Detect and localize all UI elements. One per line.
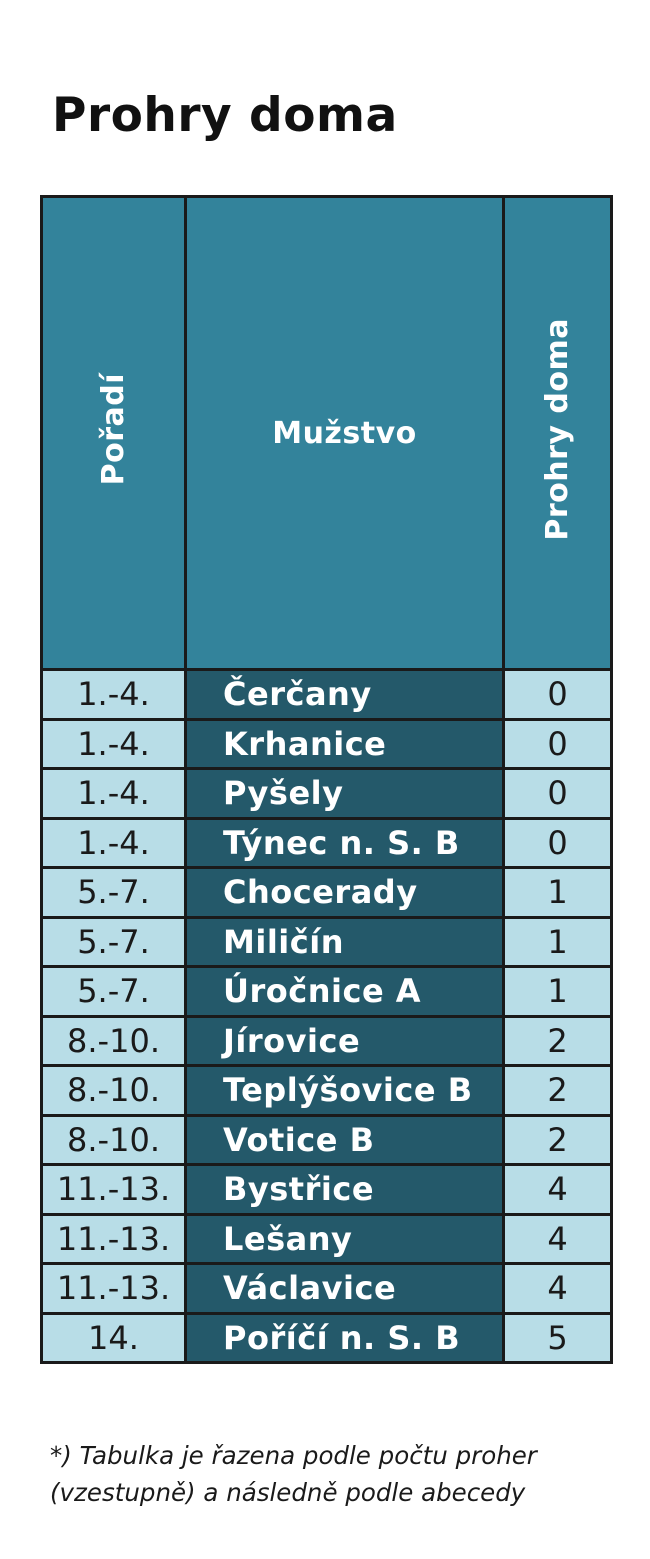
team-cell: Teplýšovice B — [184, 1064, 505, 1117]
column-header-losses-label: Prohry doma — [540, 317, 575, 541]
standings-table-container: Pořadí Mužstvo Prohry doma 1.-4. Čerčany 0… — [40, 195, 613, 1364]
team-cell: Chocerady — [184, 866, 505, 919]
column-header-rank-label: Pořadí — [96, 372, 131, 486]
footnote-line-1: *) Tabulka je řazena podle počtu proher — [50, 1441, 537, 1470]
team-cell: Čerčany — [184, 668, 505, 721]
team-cell: Poříčí n. S. B — [184, 1311, 505, 1364]
losses-cell: 0 — [502, 717, 613, 770]
rank-cell: 11.-13. — [40, 1212, 187, 1265]
team-cell: Václavice — [184, 1262, 505, 1315]
rank-cell: 8.-10. — [40, 1014, 187, 1067]
losses-cell: 1 — [502, 915, 613, 968]
rank-cell: 14. — [40, 1311, 187, 1364]
losses-cell: 4 — [502, 1163, 613, 1216]
rank-cell: 1.-4. — [40, 816, 187, 869]
team-cell: Pyšely — [184, 767, 505, 820]
rank-cell: 8.-10. — [40, 1064, 187, 1117]
rank-cell: 11.-13. — [40, 1163, 187, 1216]
losses-cell: 1 — [502, 866, 613, 919]
table-row: 5.-7. Chocerady 1 — [40, 866, 613, 919]
table-row: 1.-4. Čerčany 0 — [40, 668, 613, 721]
losses-cell: 0 — [502, 668, 613, 721]
table-row: 5.-7. Miličín 1 — [40, 915, 613, 968]
losses-cell: 2 — [502, 1113, 613, 1166]
losses-cell: 4 — [502, 1262, 613, 1315]
team-cell: Bystřice — [184, 1163, 505, 1216]
rank-cell: 5.-7. — [40, 915, 187, 968]
page-title: Prohry doma — [52, 88, 398, 143]
column-header-rank: Pořadí — [40, 195, 187, 671]
column-header-team-label: Mužstvo — [272, 415, 417, 451]
table-row: 11.-13. Václavice 4 — [40, 1262, 613, 1315]
losses-cell: 2 — [502, 1064, 613, 1117]
rank-cell: 11.-13. — [40, 1262, 187, 1315]
rank-cell: 1.-4. — [40, 767, 187, 820]
table-row: 1.-4. Krhanice 0 — [40, 717, 613, 770]
team-cell: Úročnice A — [184, 965, 505, 1018]
rank-cell: 5.-7. — [40, 866, 187, 919]
table-header-row: Pořadí Mužstvo Prohry doma — [40, 195, 613, 671]
footnote: *) Tabulka je řazena podle počtu proher (… — [50, 1437, 537, 1511]
losses-cell: 1 — [502, 965, 613, 1018]
losses-cell: 4 — [502, 1212, 613, 1265]
rank-cell: 5.-7. — [40, 965, 187, 1018]
losses-cell: 0 — [502, 767, 613, 820]
losses-cell: 0 — [502, 816, 613, 869]
table-body: 1.-4. Čerčany 0 1.-4. Krhanice 0 1.-4. Pyšely 0 1… — [40, 668, 613, 1364]
team-cell: Votice B — [184, 1113, 505, 1166]
column-header-losses: Prohry doma — [502, 195, 613, 671]
table-row: 1.-4. Pyšely 0 — [40, 767, 613, 820]
team-cell: Krhanice — [184, 717, 505, 770]
rank-cell: 8.-10. — [40, 1113, 187, 1166]
losses-cell: 5 — [502, 1311, 613, 1364]
team-cell: Lešany — [184, 1212, 505, 1265]
team-cell: Týnec n. S. B — [184, 816, 505, 869]
standings-table: Pořadí Mužstvo Prohry doma 1.-4. Čerčany 0… — [40, 195, 613, 1364]
footnote-line-2: (vzestupně) a následně podle abecedy — [50, 1478, 526, 1507]
table-row: 8.-10. Jírovice 2 — [40, 1014, 613, 1067]
team-cell: Miličín — [184, 915, 505, 968]
table-row: 11.-13. Lešany 4 — [40, 1212, 613, 1265]
table-row: 11.-13. Bystřice 4 — [40, 1163, 613, 1216]
rank-cell: 1.-4. — [40, 717, 187, 770]
column-header-team: Mužstvo — [184, 195, 505, 671]
losses-cell: 2 — [502, 1014, 613, 1067]
team-cell: Jírovice — [184, 1014, 505, 1067]
rank-cell: 1.-4. — [40, 668, 187, 721]
